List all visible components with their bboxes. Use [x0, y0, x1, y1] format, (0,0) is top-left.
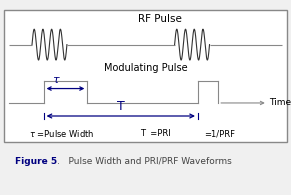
- Text: RF Pulse: RF Pulse: [138, 14, 182, 24]
- Text: Figure 5: Figure 5: [15, 157, 57, 166]
- Text: Modulating Pulse: Modulating Pulse: [104, 63, 187, 73]
- FancyBboxPatch shape: [4, 10, 287, 142]
- Text: $\tau$: $\tau$: [52, 75, 61, 85]
- Text: =1/PRF: =1/PRF: [204, 129, 235, 138]
- Text: T  =PRI: T =PRI: [140, 129, 171, 138]
- Text: $\tau$ =Pulse Width: $\tau$ =Pulse Width: [29, 128, 95, 139]
- Text: T: T: [117, 100, 125, 113]
- Text: .   Pulse Width and PRI/PRF Waveforms: . Pulse Width and PRI/PRF Waveforms: [57, 157, 232, 166]
- Text: Time: Time: [269, 98, 291, 107]
